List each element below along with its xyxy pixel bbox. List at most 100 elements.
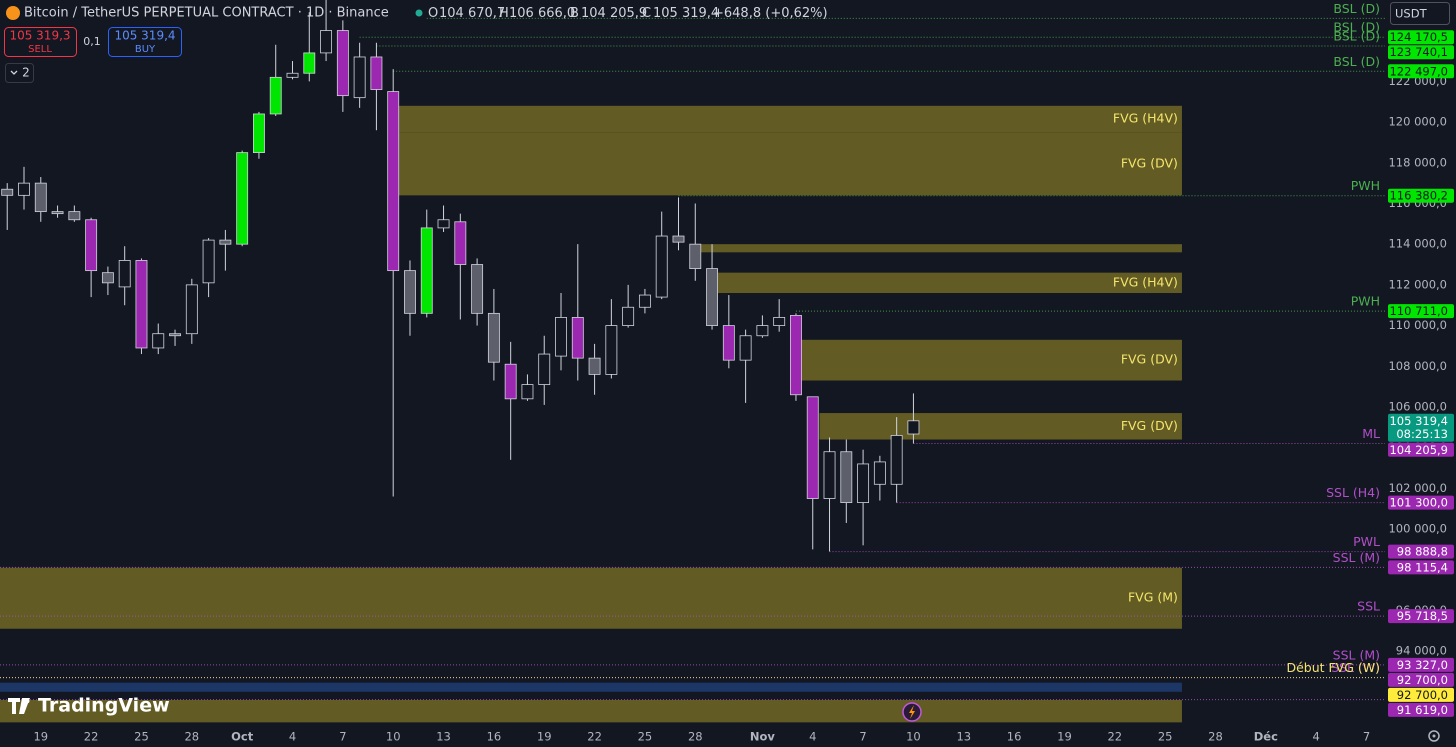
price-tag-label: 122 497,0 [1389, 64, 1448, 78]
candle-body [1, 188, 14, 196]
level-label: SSL (M) [1333, 647, 1380, 662]
ohlc-label: C [642, 6, 651, 21]
ohlc-label: B [570, 6, 579, 21]
ohlc-value: 104 205,9 [581, 6, 647, 21]
x-tick-label: Nov [750, 730, 776, 744]
fvg-zone [819, 413, 1182, 440]
buy-box[interactable] [108, 27, 182, 57]
price-tag-label: 93 327,0 [1397, 658, 1448, 672]
indicators-toggle[interactable]: 2 [5, 63, 34, 83]
candle-body [873, 461, 886, 485]
candle-body [34, 182, 47, 213]
level-label: PWH [1351, 294, 1380, 309]
price-tag-label: 92 700,0 [1397, 688, 1448, 702]
price-tag [1388, 188, 1454, 203]
candle-body [336, 30, 349, 97]
buy-button[interactable]: 105 319,4 BUY [108, 27, 182, 57]
candle-body [823, 451, 836, 499]
x-tick-label: 28 [1208, 730, 1223, 744]
level-label: SSL (H4) [1326, 485, 1380, 500]
sell-box[interactable] [4, 27, 77, 57]
price-tag-label: 101 300,0 [1389, 496, 1448, 510]
ohlc-value: 105 319,4 [653, 6, 719, 21]
candle-body [387, 91, 400, 272]
price-tag [1388, 657, 1454, 672]
fvg-zone [695, 244, 1182, 253]
x-tick-label: 13 [956, 730, 971, 744]
x-tick-label: 25 [134, 730, 149, 744]
candle-body [286, 72, 299, 78]
price-tag [1388, 442, 1454, 457]
zone-label: FVG (M) [1128, 590, 1178, 605]
x-tick-label: 10 [906, 730, 921, 744]
price-tag [1388, 30, 1454, 45]
candle-body [471, 264, 484, 314]
x-tick-label: 22 [587, 730, 602, 744]
ohlc-label: O [428, 6, 438, 21]
candle-body [739, 335, 752, 361]
candle-body [790, 314, 802, 396]
candle-body [605, 325, 618, 375]
fvg-zone [398, 132, 1182, 196]
candle-body [202, 239, 215, 284]
x-tick-label: Oct [231, 730, 254, 744]
fvg-zone [0, 699, 1182, 723]
chevron [10, 70, 18, 75]
level-label: SSL [1357, 599, 1380, 614]
price-tag-label: 104 205,9 [1389, 443, 1448, 457]
symbol-title[interactable]: Bitcoin / TetherUS PERPETUAL CONTRACT · … [24, 6, 389, 21]
candle-body [487, 312, 500, 363]
candle-body [303, 52, 316, 74]
candle-body [689, 243, 702, 269]
sell-button[interactable]: 105 319,3 SELL [4, 27, 77, 57]
symbol-icon [6, 6, 20, 20]
sell-label[interactable]: SELL [28, 44, 52, 55]
indicator-count[interactable]: 2 [22, 66, 30, 80]
level-label: Début FVG (W) [1286, 660, 1380, 675]
price-tag [1388, 45, 1454, 60]
price-tag [1388, 560, 1454, 575]
x-tick-label: Déc [1254, 730, 1278, 744]
currency-box[interactable] [1390, 2, 1450, 25]
fvg-zone [712, 272, 1182, 294]
level-label: ML [1362, 426, 1380, 441]
price-tag-label: 110 711,0 [1389, 304, 1448, 318]
price-tag [1388, 702, 1454, 717]
toggle-box[interactable] [5, 63, 34, 83]
header: Bitcoin / TetherUS PERPETUAL CONTRACT · … [4, 2, 1450, 83]
candle-body [353, 56, 366, 99]
y-tick-label: 94 000,0 [1396, 644, 1447, 658]
settings-icon[interactable] [1428, 730, 1440, 742]
sell-price[interactable]: 105 319,3 [9, 29, 70, 43]
y-tick-label: 114 000,0 [1388, 237, 1447, 251]
currency[interactable]: USDT [1395, 7, 1428, 21]
x-tick-label: 10 [386, 730, 401, 744]
candle-body [890, 435, 903, 485]
candle-body [555, 317, 567, 357]
candle-body [68, 211, 81, 221]
fvg-zone [800, 339, 1182, 381]
y-tick-label: 108 000,0 [1388, 359, 1447, 373]
candle-body [219, 239, 232, 245]
price-tag-label: 95 718,5 [1397, 609, 1448, 623]
candle-body [118, 260, 131, 288]
settings[interactable] [1428, 730, 1440, 742]
x-tick-label: 13 [436, 730, 451, 744]
price-tag-label: 124 170,5 [1389, 30, 1448, 44]
price-tag-label: 116 380,2 [1389, 189, 1448, 203]
event-icon[interactable] [902, 702, 922, 722]
spread: 0,1 [83, 35, 101, 48]
settings-dot [1432, 734, 1436, 738]
price-tag [1388, 672, 1454, 687]
x-tick-label: 4 [809, 730, 816, 744]
plot-area: FVG (H4V) FVG (DV) FVG (H4V) FVG (DV) FVG (D… [0, 0, 1385, 723]
buy-price[interactable]: 105 319,4 [114, 29, 175, 43]
currency-button[interactable]: USDT [1390, 2, 1450, 25]
y-tick-label: 106 000,0 [1388, 399, 1447, 413]
level-label: PWL [1353, 534, 1380, 549]
zone-label: FVG (H4V) [1113, 274, 1178, 289]
buy-label[interactable]: BUY [135, 44, 156, 55]
candle-body [51, 211, 64, 215]
level-label: SSL (W) [1331, 660, 1380, 675]
